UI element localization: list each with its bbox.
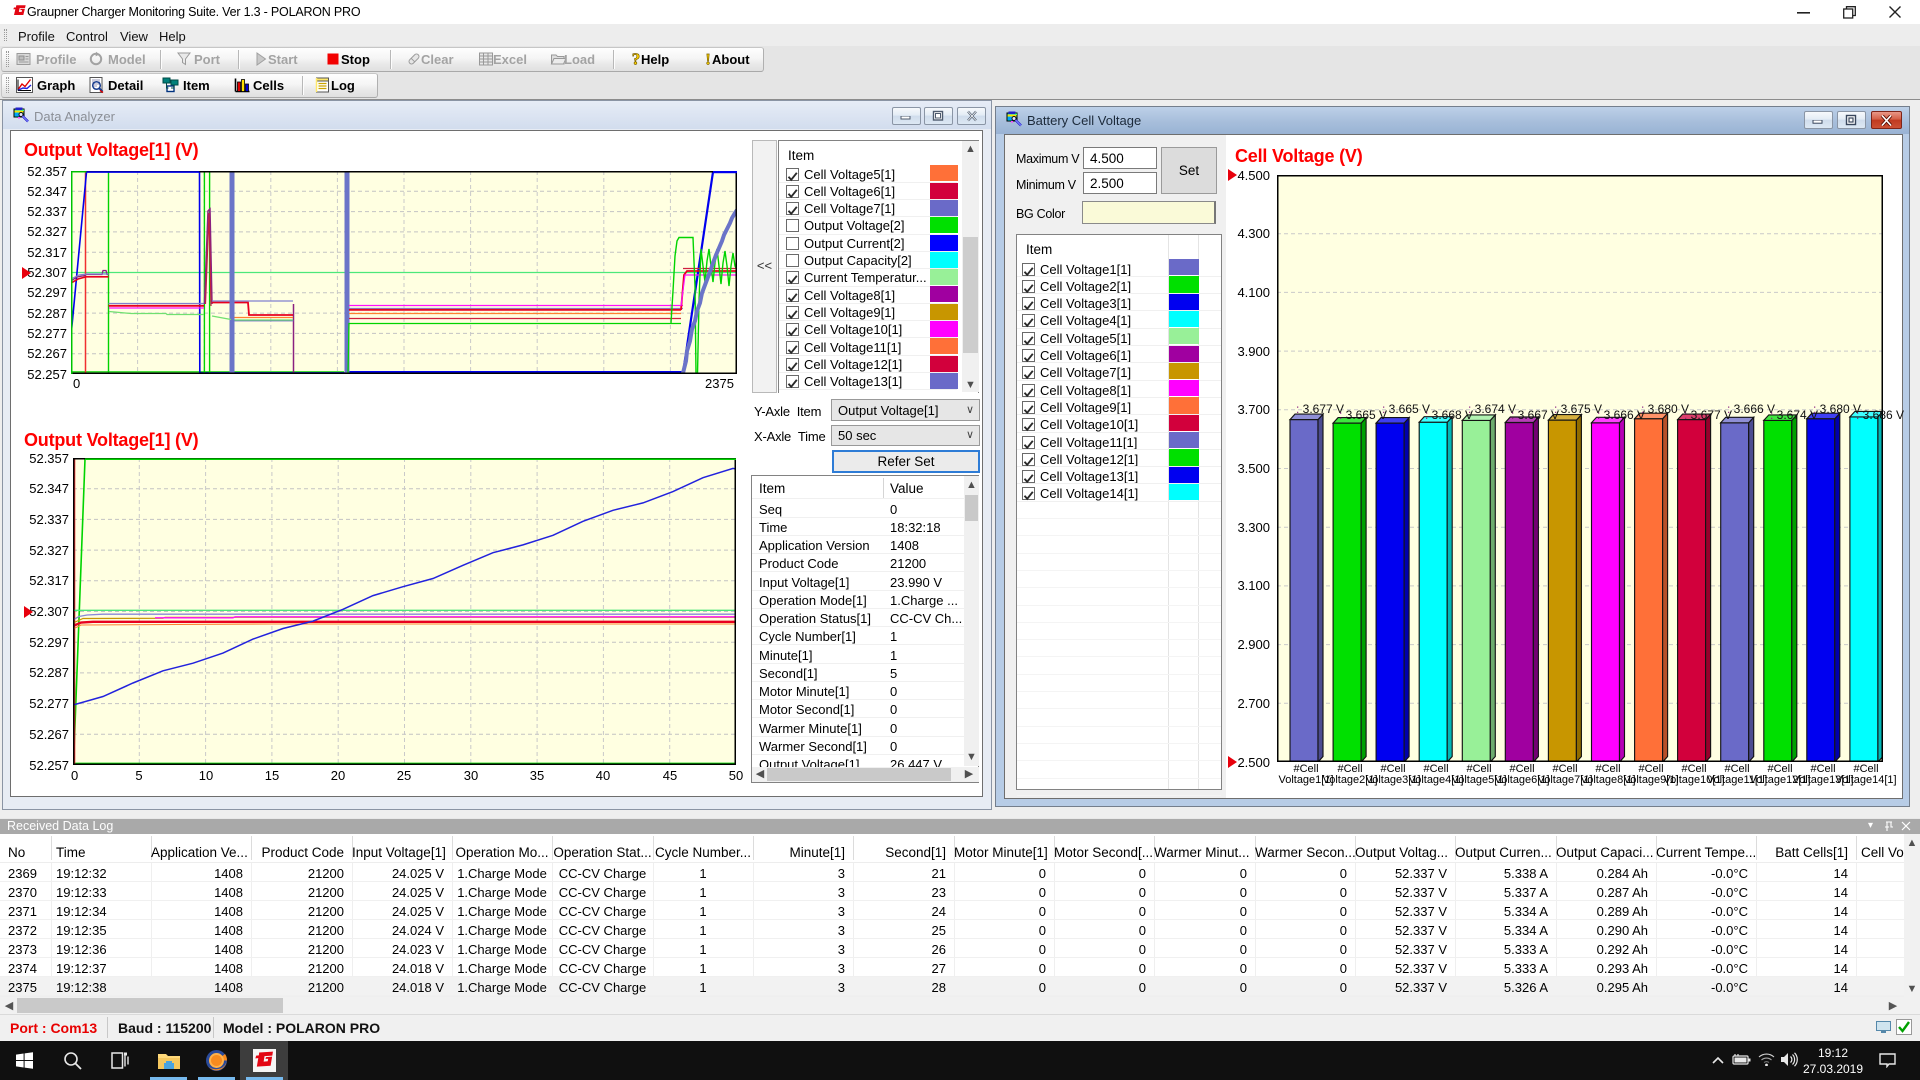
svg-text:?: ? xyxy=(632,51,641,67)
svg-text:!: ! xyxy=(705,52,710,68)
